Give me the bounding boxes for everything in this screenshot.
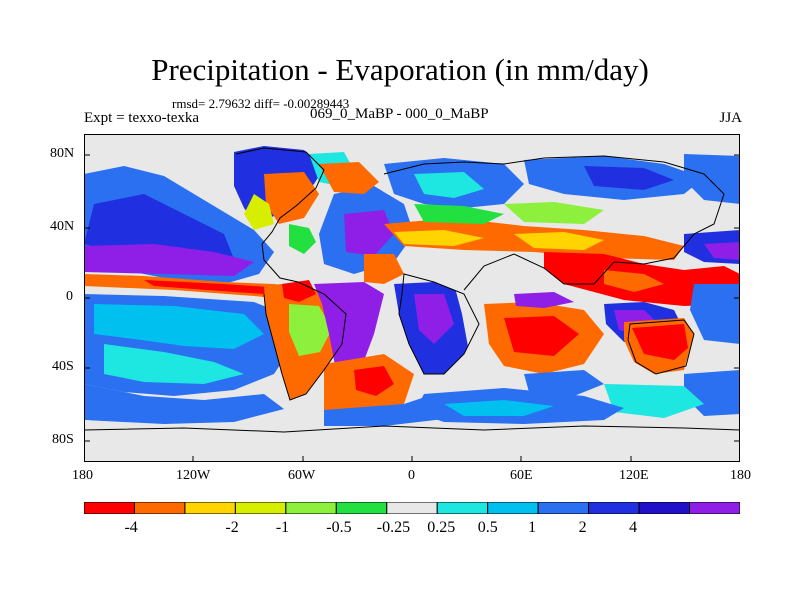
colorbar-tick-label: 1 xyxy=(528,519,537,536)
colorbar-swatch xyxy=(537,502,590,514)
lon-label-60e: 60E xyxy=(510,468,533,483)
colorbar-tick-label: -1 xyxy=(275,519,290,536)
colorbar-swatch xyxy=(386,502,438,514)
lat-label-40n: 40N xyxy=(50,219,75,234)
colorbar-swatch xyxy=(638,502,691,514)
lon-label-120e: 120E xyxy=(619,468,649,483)
colorbar-tick-label: 4 xyxy=(629,519,638,536)
colorbar-swatch xyxy=(588,502,640,514)
colorbar-swatch xyxy=(436,502,489,514)
colorbar-tick-label: -2 xyxy=(225,519,239,536)
lat-label-80n: 80N xyxy=(50,146,75,161)
colorbar-tick-label: 0.25 xyxy=(427,519,456,536)
period-label: 069_0_MaBP - 000_0_MaBP xyxy=(310,106,489,122)
experiment-label: Expt = texxo-texka xyxy=(84,110,200,126)
lat-label-40s: 40S xyxy=(52,359,74,374)
colorbar-swatch xyxy=(133,502,186,514)
precip-evap-map xyxy=(84,134,740,462)
lon-label-60w: 60W xyxy=(288,468,316,483)
season-label: JJA xyxy=(719,110,742,126)
colorbar-swatch xyxy=(84,502,135,514)
colorbar xyxy=(84,502,740,514)
colorbar-tick-label: 2 xyxy=(578,519,587,536)
colorbar-swatch xyxy=(184,502,236,514)
colorbar-swatch xyxy=(487,502,539,514)
lon-label-180w: 180 xyxy=(72,468,93,483)
lat-label-0: 0 xyxy=(66,289,73,304)
colorbar-tick-label: -4 xyxy=(124,519,138,536)
lon-label-180e: 180 xyxy=(730,468,751,483)
lon-label-0: 0 xyxy=(408,468,415,483)
plot-title: Precipitation - Evaporation (in mm/day) xyxy=(151,52,649,87)
colorbar-swatch xyxy=(335,502,388,514)
colorbar-swatch xyxy=(689,502,740,514)
colorbar-tick-label: 0.5 xyxy=(477,519,498,536)
colorbar-tick-label: -0.5 xyxy=(326,519,352,536)
lon-label-120w: 120W xyxy=(176,468,211,483)
rmsd-diff-stats: rmsd= 2.79632 diff= -0.00289443 xyxy=(172,96,350,111)
lat-label-80s: 80S xyxy=(52,432,74,447)
colorbar-tick-label: -0.25 xyxy=(376,519,411,536)
colorbar-swatch xyxy=(285,502,337,514)
colorbar-swatch xyxy=(234,502,287,514)
